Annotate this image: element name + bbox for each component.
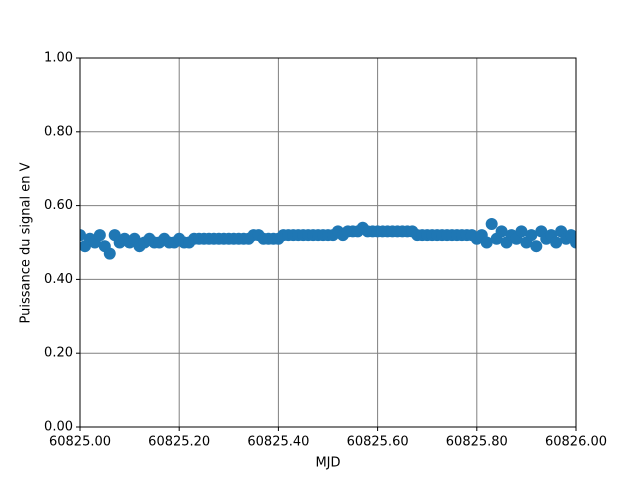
data-point <box>485 218 498 231</box>
y-tick-label: 1.00 <box>44 51 73 66</box>
axes-frame <box>79 57 577 428</box>
x-tick-label: 60825.80 <box>446 435 508 450</box>
data-point <box>530 240 543 253</box>
x-tick-label: 60826.00 <box>545 435 607 450</box>
x-tick-label: 60825.60 <box>347 435 409 450</box>
data-point <box>515 225 528 238</box>
x-tick-label: 60825.40 <box>247 435 309 450</box>
y-tick-label: 0.40 <box>44 272 73 287</box>
x-tick-label: 60825.20 <box>148 435 210 450</box>
data-point <box>550 236 563 249</box>
data-point <box>93 229 106 242</box>
y-tick-label: 0.00 <box>44 420 73 435</box>
data-point <box>495 225 508 238</box>
y-tick-label: 0.20 <box>44 346 73 361</box>
plot-area <box>80 218 576 260</box>
x-tick-label: 60825.00 <box>49 435 111 450</box>
y-axis-label: Puissance du signal en V <box>19 162 34 323</box>
data-point <box>103 247 116 260</box>
data-point <box>480 236 493 249</box>
y-tick-label: 0.80 <box>44 124 73 139</box>
x-axis-label: MJD <box>315 456 340 471</box>
data-point <box>525 229 538 242</box>
y-tick-label: 0.60 <box>44 198 73 213</box>
data-point <box>570 236 576 249</box>
